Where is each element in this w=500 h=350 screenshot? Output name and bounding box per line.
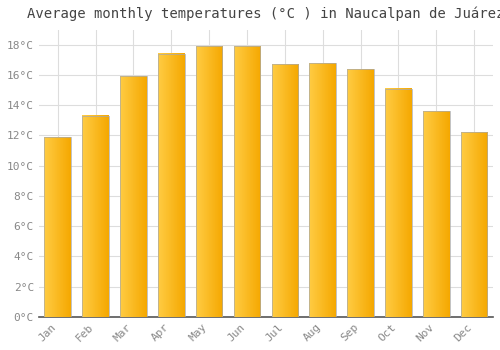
Bar [44, 137, 71, 317]
Bar [272, 64, 298, 317]
Bar [158, 54, 184, 317]
Bar [82, 116, 109, 317]
Bar [461, 132, 487, 317]
Bar [385, 89, 411, 317]
Bar [310, 63, 336, 317]
Bar [120, 76, 146, 317]
Bar [348, 69, 374, 317]
Bar [423, 111, 450, 317]
Bar [234, 46, 260, 317]
Title: Average monthly temperatures (°C ) in Naucalpan de Juárez: Average monthly temperatures (°C ) in Na… [27, 7, 500, 21]
Bar [196, 46, 222, 317]
